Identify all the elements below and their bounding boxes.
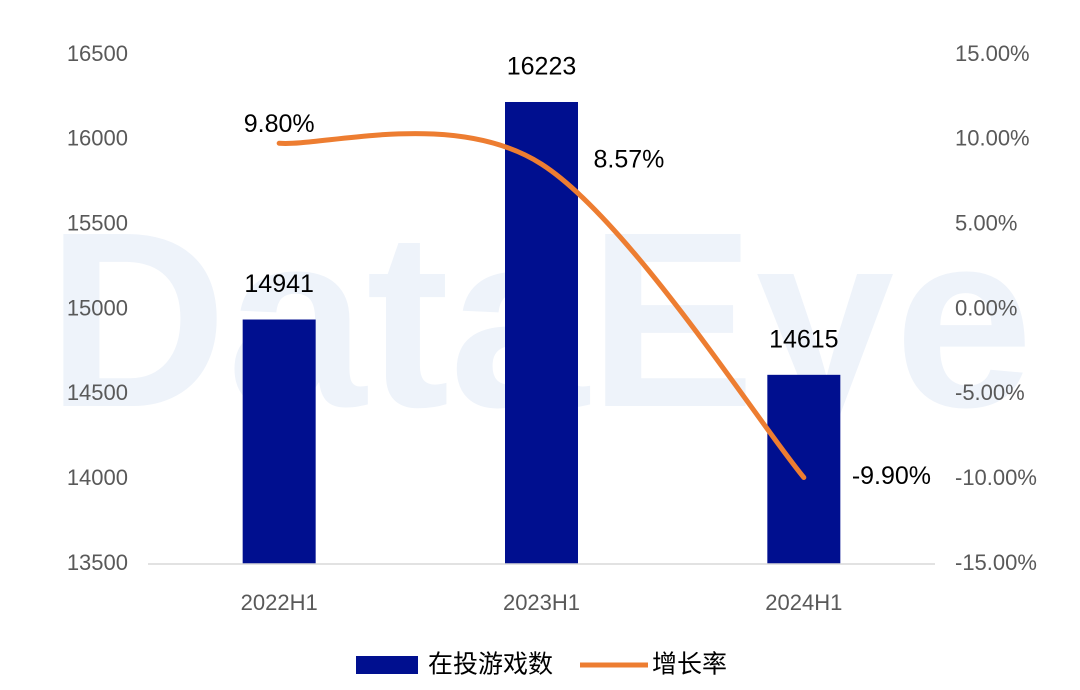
line: [276, 131, 807, 480]
bar: [242, 319, 316, 564]
y2-tick-label: 0.00%: [955, 295, 1017, 320]
y2-tick-label: -15.00%: [955, 550, 1037, 575]
y2-tick-label: 5.00%: [955, 210, 1017, 235]
y-tick-label: 15000: [67, 295, 128, 320]
y-tick-label: 16500: [67, 41, 128, 66]
y-tick-label: 16000: [67, 126, 128, 151]
y-tick-label: 13500: [67, 550, 128, 575]
y-tick-label: 15500: [67, 210, 128, 235]
legend-label: 增长率: [652, 651, 727, 679]
data-label: 14941: [244, 270, 314, 298]
data-label: 14615: [769, 325, 839, 353]
data-label: 8.57%: [594, 146, 665, 174]
y2-tick-label: 15.00%: [955, 41, 1030, 66]
bar: [767, 374, 841, 564]
data-label: -9.90%: [852, 462, 931, 490]
x-tick-label: 2023H1: [503, 590, 580, 615]
bar: [505, 101, 578, 564]
y2-tick-label: -10.00%: [955, 465, 1037, 490]
y2-tick-label: 10.00%: [955, 126, 1030, 151]
y-tick-label: 14500: [67, 380, 128, 405]
x-tick-label: 2022H1: [241, 590, 318, 615]
x-tick-label: 2024H1: [765, 590, 842, 615]
legend-swatch: [356, 656, 418, 674]
data-label: 16223: [507, 53, 577, 81]
data-label: 9.80%: [244, 110, 315, 138]
legend-label: 在投游戏数: [428, 651, 553, 679]
y-tick-label: 14000: [67, 465, 128, 490]
y2-tick-label: -5.00%: [955, 380, 1025, 405]
